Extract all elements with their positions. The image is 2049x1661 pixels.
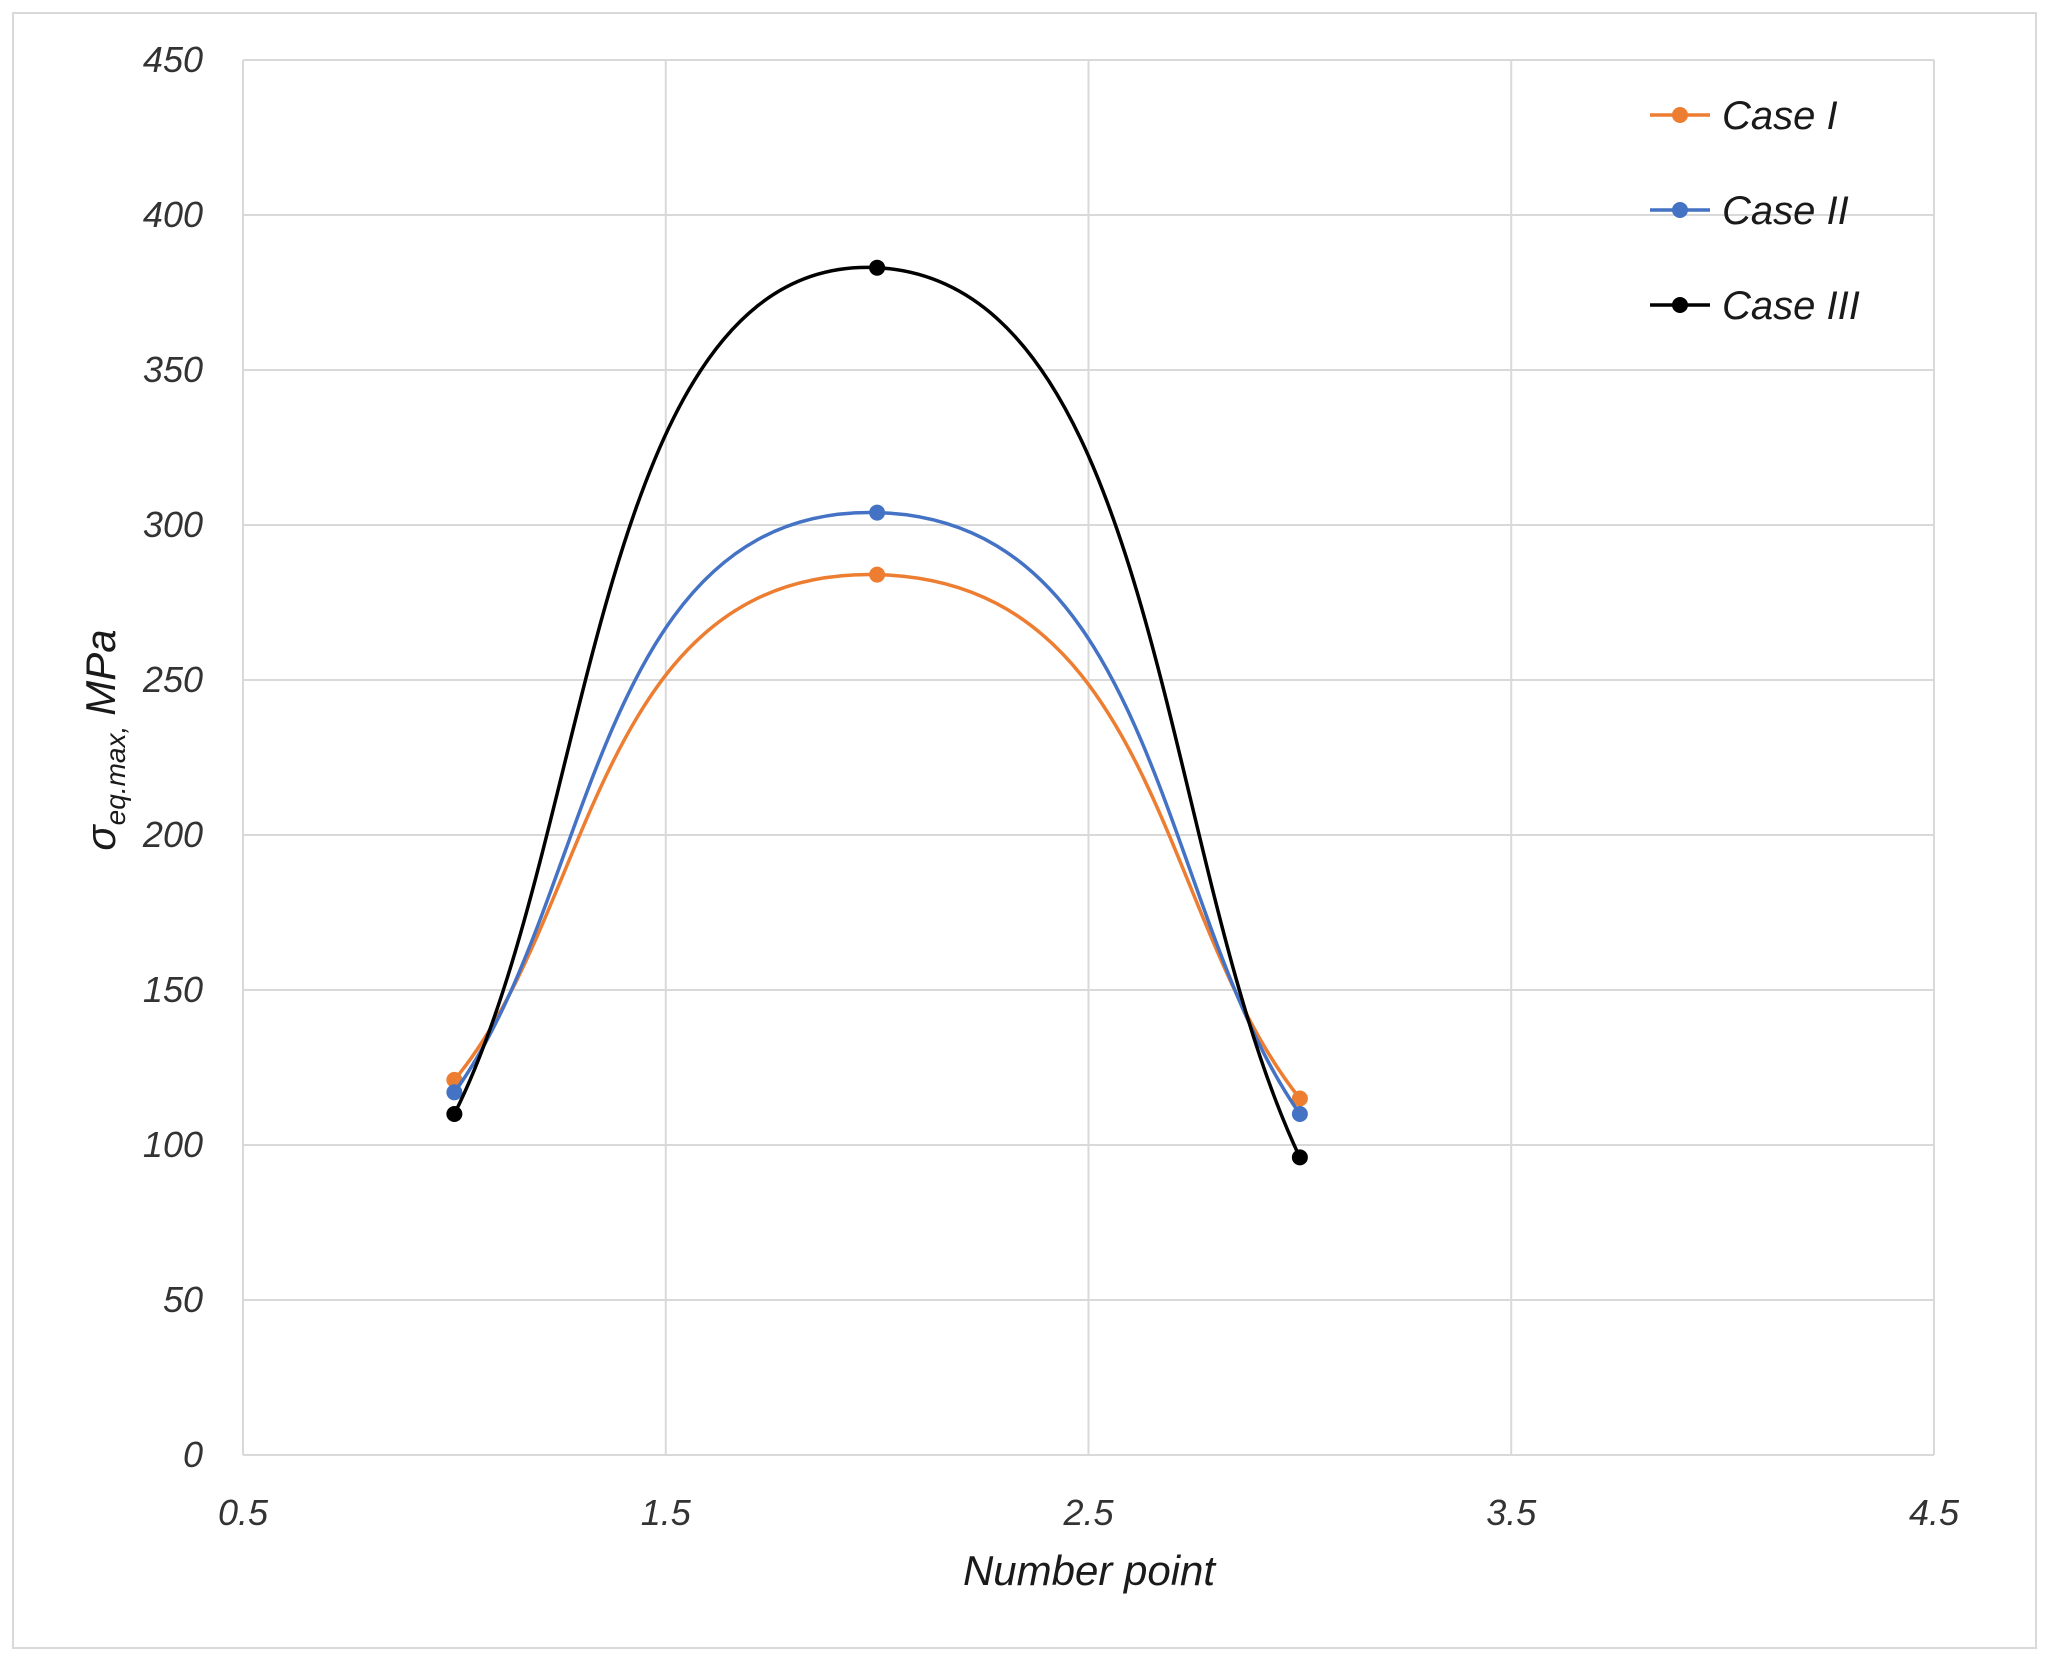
chart-frame (12, 12, 2037, 1649)
legend: Case I Case II Case III (1650, 94, 1860, 328)
x-tick-label: 3.5 (1486, 1492, 1537, 1533)
y-tick-labels: 0 50 100 150 200 250 300 350 400 450 (142, 39, 203, 1475)
series-line (452, 265, 1302, 1159)
y-axis-unit: MPa (77, 629, 124, 715)
legend-marker (1672, 202, 1688, 218)
y-tick-label: 200 (142, 814, 203, 855)
y-tick-label: 350 (143, 349, 203, 390)
data-point (869, 504, 886, 521)
data-point (869, 566, 886, 583)
legend-label: Case II (1722, 189, 1849, 233)
y-tick-label: 0 (183, 1434, 203, 1475)
legend-label: Case I (1722, 94, 1838, 138)
y-tick-label: 50 (163, 1279, 203, 1320)
y-tick-label: 400 (143, 194, 203, 235)
x-tick-label: 2.5 (1062, 1492, 1114, 1533)
x-tick-label: 0.5 (218, 1492, 269, 1533)
x-tick-label: 1.5 (641, 1492, 692, 1533)
y-axis-title: σeq.max, MPa (77, 629, 131, 850)
data-point (446, 1106, 463, 1122)
y-tick-label: 150 (143, 969, 203, 1010)
legend-label: Case III (1722, 284, 1860, 328)
data-point (446, 1084, 463, 1101)
legend-marker (1672, 297, 1688, 313)
data-point (1291, 1090, 1308, 1107)
x-axis-title: Number point (963, 1547, 1217, 1594)
legend-marker (1672, 107, 1688, 123)
y-tick-label: 450 (143, 39, 203, 80)
data-point (869, 259, 886, 276)
y-tick-label: 250 (142, 659, 203, 700)
series-group (446, 259, 1308, 1166)
data-point (1291, 1149, 1308, 1166)
y-tick-label: 300 (143, 504, 203, 545)
x-tick-label: 4.5 (1909, 1492, 1960, 1533)
gridlines (242, 59, 1935, 1456)
series-line (453, 572, 1302, 1100)
y-axis-subscript: eq.max, (100, 726, 131, 826)
data-point (1291, 1106, 1308, 1122)
series-line (452, 510, 1302, 1116)
y-axis-symbol: σ (77, 824, 124, 851)
x-tick-labels: 0.5 1.5 2.5 3.5 4.5 (218, 1492, 1960, 1533)
y-tick-label: 100 (143, 1124, 203, 1165)
